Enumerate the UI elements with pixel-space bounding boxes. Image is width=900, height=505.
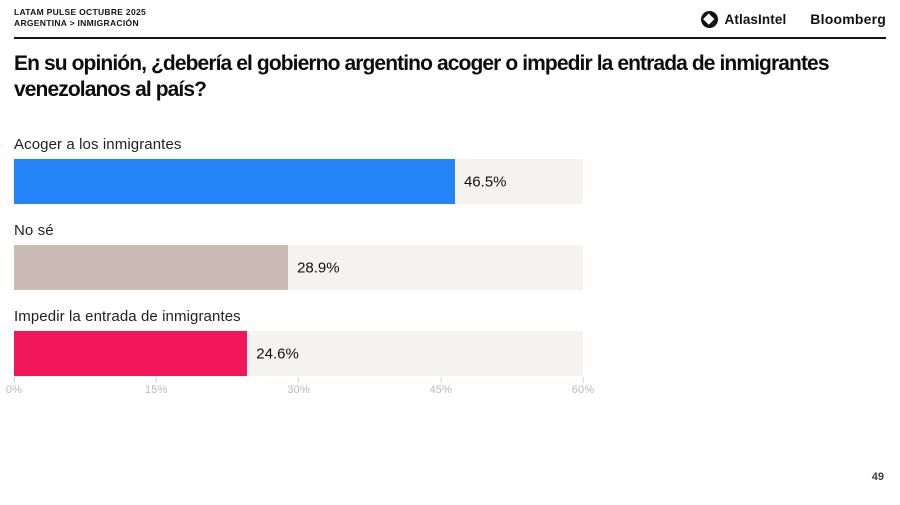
report-title: LATAM PULSE OCTUBRE 2025 — [14, 7, 147, 17]
brand-area: AtlasIntel Bloomberg — [700, 0, 886, 38]
axis-tick: 0% — [6, 377, 22, 396]
atlasintel-logo-icon — [700, 10, 718, 28]
axis-tick: 60% — [572, 377, 595, 396]
tick-label: 0% — [5, 384, 23, 396]
axis-tick: 30% — [287, 377, 310, 396]
atlasintel-brand: AtlasIntel — [700, 10, 787, 28]
tick-mark — [13, 377, 15, 383]
tick-mark — [440, 377, 442, 383]
x-axis: 0% 15% 30% 45% 60% — [6, 377, 594, 403]
bar-track: 24.6% — [14, 331, 583, 376]
breadcrumb: ARGENTINA > INMIGRACIÓN — [14, 18, 139, 28]
bar-label-impedir: Impedir la entrada de inmigrantes — [14, 308, 241, 325]
tick-mark — [298, 377, 299, 383]
tick-label: 60% — [571, 384, 595, 396]
tick-mark — [155, 377, 157, 383]
bar-impedir — [14, 331, 248, 376]
header-divider — [14, 37, 886, 39]
question-title: En su opinión, ¿debería el gobierno arge… — [14, 52, 830, 101]
axis-tick: 45% — [429, 377, 452, 396]
bar-value-label: 28.9% — [297, 259, 340, 276]
bar-track: 28.9% — [14, 245, 583, 290]
bar-label-acoger: Acoger a los inmigrantes — [14, 136, 182, 153]
bar-value-label: 24.6% — [256, 345, 299, 362]
bar-acoger — [14, 159, 455, 204]
chart-row: Impedir la entrada de inmigrantes 24.6% — [14, 307, 583, 376]
chart-row: Acoger a los inmigrantes 46.5% — [14, 135, 583, 204]
tick-label: 30% — [287, 384, 310, 396]
bar-nose — [14, 245, 289, 290]
axis-tick: 15% — [145, 377, 168, 396]
report-kicker: LATAM PULSE OCTUBRE 2025 ARGENTINA > INM… — [14, 7, 146, 29]
tick-label: 15% — [144, 384, 168, 396]
page-number: 49 — [871, 471, 884, 483]
bar-chart: Acoger a los inmigrantes 46.5% No sé 28.… — [6, 135, 594, 403]
bar-label-nose: No sé — [14, 222, 54, 239]
bloomberg-wordmark: Bloomberg — [810, 11, 886, 27]
bar-track: 46.5% — [14, 159, 583, 204]
bar-value-label: 46.5% — [463, 173, 507, 190]
tick-mark — [582, 377, 584, 383]
atlasintel-wordmark: AtlasIntel — [724, 11, 787, 27]
tick-label: 45% — [429, 384, 453, 396]
chart-row: No sé 28.9% — [14, 221, 583, 290]
